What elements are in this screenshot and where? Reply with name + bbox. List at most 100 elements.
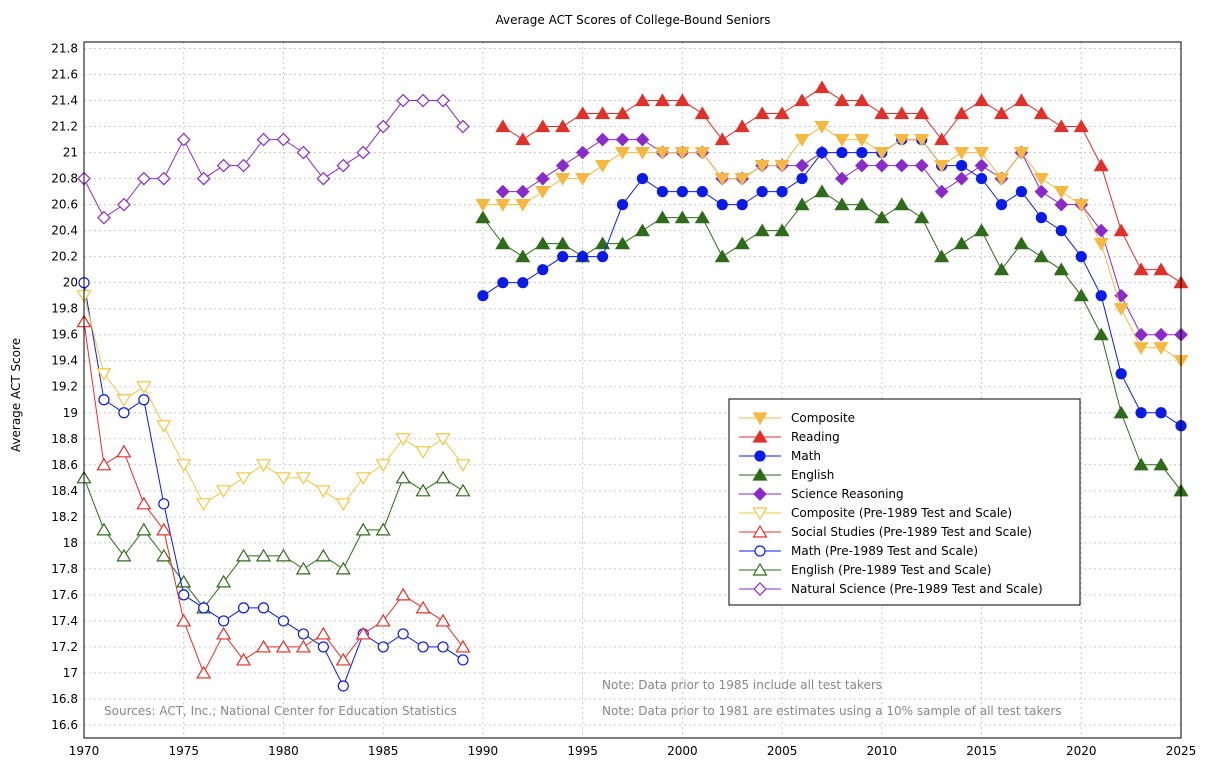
data-point — [854, 197, 870, 211]
legend-label: Reading — [791, 430, 840, 444]
x-tick-label: 1995 — [567, 744, 598, 758]
legend-item: Math (Pre-1989 Test and Scale) — [739, 544, 978, 558]
series-english-pre-1989-test-and-scale — [76, 470, 471, 614]
data-point — [355, 472, 371, 485]
data-point — [954, 106, 970, 120]
x-tick-label: 1990 — [468, 744, 499, 758]
data-point — [96, 457, 112, 471]
data-point — [754, 223, 770, 237]
data-point — [216, 485, 232, 499]
y-tick-label: 18.8 — [51, 432, 78, 446]
data-point — [934, 159, 950, 173]
data-point — [96, 522, 112, 536]
series-english — [475, 184, 1189, 497]
data-point — [575, 145, 590, 160]
legend-item: Composite — [739, 411, 855, 426]
data-point — [814, 80, 830, 94]
series-line — [83, 321, 464, 675]
x-tick-label: 2020 — [1066, 744, 1097, 758]
data-point — [416, 93, 430, 108]
data-point — [136, 381, 152, 394]
data-point — [1115, 368, 1127, 380]
legend-box — [728, 398, 1081, 606]
data-point — [975, 172, 988, 185]
data-point — [176, 459, 192, 472]
data-point — [436, 93, 450, 108]
data-point — [515, 199, 531, 212]
data-point — [1155, 407, 1167, 419]
data-point — [654, 146, 670, 160]
data-point — [118, 407, 130, 419]
data-point — [1135, 407, 1147, 419]
data-point — [1133, 342, 1149, 355]
data-point — [1053, 119, 1069, 133]
data-point — [555, 172, 571, 186]
y-tick-label: 20 — [63, 276, 78, 290]
data-point — [894, 158, 909, 173]
y-tick-label: 18.2 — [51, 510, 78, 524]
data-point — [1013, 236, 1029, 250]
legend-item: Science Reasoning — [739, 487, 904, 501]
data-point — [753, 487, 767, 501]
note-1985: Note: Data prior to 1985 include all tes… — [602, 678, 882, 692]
note-1981: Note: Data prior to 1981 are estimates u… — [602, 704, 1062, 718]
y-tick-label: 16.8 — [51, 692, 78, 706]
data-point — [754, 106, 770, 120]
series-group — [76, 80, 1189, 692]
data-point — [752, 524, 768, 538]
y-tick-label: 17.6 — [51, 588, 78, 602]
data-point — [237, 602, 250, 614]
data-point — [616, 199, 629, 211]
data-point — [794, 133, 810, 147]
series-line — [482, 139, 1182, 427]
y-tick-label: 20.6 — [51, 198, 78, 212]
data-point — [116, 548, 132, 562]
data-point — [176, 613, 192, 627]
data-point — [973, 146, 990, 160]
data-point — [1033, 172, 1049, 186]
data-point — [834, 197, 850, 211]
data-point — [236, 548, 252, 562]
data-point — [634, 223, 651, 237]
y-tick-label: 17.2 — [51, 640, 78, 654]
data-point — [1055, 225, 1067, 237]
data-point — [198, 602, 210, 614]
data-point — [595, 236, 611, 250]
data-point — [914, 210, 930, 224]
data-point — [256, 132, 271, 147]
data-point — [417, 641, 429, 653]
legend-item: English — [739, 467, 834, 482]
data-point — [176, 132, 191, 147]
data-point — [415, 483, 431, 497]
y-tick-label: 21.8 — [51, 42, 78, 56]
data-point — [934, 249, 950, 263]
data-point — [654, 93, 670, 107]
data-point — [335, 498, 351, 512]
data-point — [973, 93, 990, 107]
data-point — [377, 641, 389, 653]
x-tick-label: 1970 — [69, 744, 100, 758]
data-point — [337, 680, 349, 692]
data-point — [255, 639, 272, 653]
data-point — [395, 587, 411, 601]
sources-note: Sources: ACT, Inc.; National Center for … — [104, 704, 457, 718]
data-point — [993, 106, 1010, 120]
legend-label: English (Pre-1989 Test and Scale) — [791, 563, 991, 577]
data-point — [315, 485, 331, 499]
data-point — [714, 172, 730, 186]
data-point — [475, 210, 491, 224]
data-point — [497, 277, 509, 289]
series-science-reasoning — [496, 132, 1188, 342]
data-point — [993, 262, 1010, 276]
data-point — [696, 186, 708, 198]
data-point — [676, 186, 688, 198]
data-point — [136, 496, 152, 510]
data-point — [138, 394, 150, 406]
data-point — [295, 639, 311, 653]
data-point — [894, 133, 910, 147]
data-point — [993, 172, 1010, 186]
data-point — [535, 119, 551, 133]
y-tick-label: 16.6 — [51, 718, 78, 732]
data-point — [814, 120, 830, 134]
legend-label: English — [791, 468, 834, 482]
